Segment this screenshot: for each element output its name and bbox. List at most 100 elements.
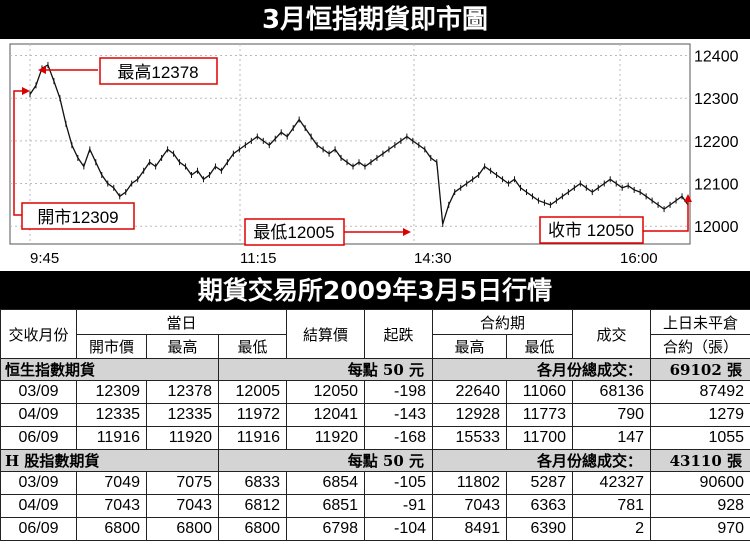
header-contract-group: 合約期 (432, 309, 574, 335)
header-contract-high: 最高 (432, 334, 508, 359)
close-label-box (539, 216, 644, 244)
open-arrow-head (22, 87, 30, 95)
header-volume: 成交 (572, 309, 652, 359)
table-row: 03/09 12309 12378 12005 12050 -198 22640 11060 6… (0, 380, 750, 404)
section-header-row: H 股指數期貨 每點 50 元各月份總成交： 43110 張 (0, 449, 750, 472)
header-day-group: 當日 (75, 309, 288, 335)
x-tick-label: 16:00 (620, 250, 658, 267)
table-cell: 6800 (217, 517, 288, 541)
table-cell: 11916 (76, 426, 147, 450)
section-name: H 股指數期貨 (0, 449, 219, 472)
table-cell: 03/09 (0, 380, 77, 404)
table-cell: 11972 (217, 403, 288, 427)
x-tick-label: 9:45 (30, 250, 59, 267)
open-label: 開市12309 (37, 208, 118, 227)
table-cell: 04/09 (0, 403, 77, 427)
table-cell: 970 (650, 517, 750, 541)
table-cell: 6798 (286, 517, 366, 541)
table-cell: 928 (650, 494, 750, 518)
section-point-value: 每點 50 元 (217, 449, 434, 472)
table-cell: 11060 (506, 380, 574, 404)
table-cell: 790 (572, 403, 652, 427)
table-row: 06/09 6800 6800 6800 6798 -104 8491 6390 2 970 (0, 517, 750, 541)
table-cell: 6812 (217, 494, 288, 518)
header-low: 最低 (217, 334, 288, 359)
header-oi-1: 上日未平倉 (650, 309, 750, 335)
table-cell: 1279 (650, 403, 750, 427)
close-arrow-head (684, 194, 692, 202)
table-cell: 5287 (506, 471, 574, 495)
close-arrow-line (643, 201, 689, 232)
header-month: 交收月份 (0, 309, 77, 359)
table-cell: 6800 (146, 517, 219, 541)
table-cell: 2 (572, 517, 652, 541)
table-cell: 7049 (76, 471, 147, 495)
high-label: 最高12378 (117, 63, 198, 82)
table-cell: 12005 (217, 380, 288, 404)
y-tick-label: 12000 (694, 219, 739, 236)
header-open: 開市價 (76, 334, 147, 359)
x-tick-label: 14:30 (414, 250, 452, 267)
table-cell: 22640 (432, 380, 508, 404)
table-cell: 11700 (506, 426, 574, 450)
table-cell: -143 (364, 403, 434, 427)
section-point-value: 每點 50 元 (217, 358, 434, 381)
table-row: 04/09 12335 12335 11972 12041 -143 12928 11773 7… (0, 403, 750, 427)
table-title: 期貨交易所2009年3月5日行情 (0, 271, 750, 309)
table-cell: 11916 (217, 426, 288, 450)
table-cell: 87492 (650, 380, 750, 404)
table-cell: 1055 (650, 426, 750, 450)
low-label: 最低12005 (253, 223, 334, 242)
table-row: 03/09 7049 7075 6833 6854 -105 11802 5287 42327 9… (0, 471, 750, 495)
header-change: 起跌 (364, 309, 434, 359)
header-row-1: 交收月份 當日 結算價 起跌 合約期 成交 上日未平倉 (0, 309, 750, 359)
table-cell: 04/09 (0, 494, 77, 518)
table-cell: 11920 (146, 426, 219, 450)
chart-title: 3月恒指期貨即市圖 (0, 0, 750, 39)
table-cell: 06/09 (0, 517, 77, 541)
table-cell: -104 (364, 517, 434, 541)
header-high: 最高 (146, 334, 219, 359)
table-cell: 12335 (76, 403, 147, 427)
y-tick-label: 12100 (694, 177, 739, 194)
chart-area: 12000 12100 12200 12300 12400 9:45 11:15 14:30… (0, 39, 750, 271)
close-label: 收市 12050 (548, 221, 634, 240)
table-cell: 42327 (572, 471, 652, 495)
low-arrow-head (403, 228, 411, 236)
table-cell: 06/09 (0, 426, 77, 450)
section-name: 恒生指數期貨 (0, 358, 219, 381)
y-tick-label: 12400 (694, 49, 739, 66)
table-cell: 68136 (572, 380, 652, 404)
section-total-label: 各月份總成交： (432, 358, 652, 381)
open-label-box (21, 202, 135, 230)
section-total-label: 各月份總成交： (432, 449, 652, 472)
section-total-value: 43110 張 (650, 449, 750, 472)
table-cell: 7075 (146, 471, 219, 495)
table-cell: 6851 (286, 494, 366, 518)
y-tick-label: 12200 (694, 134, 739, 151)
table-row: 06/09 11916 11920 11916 11920 -168 15533 11700 1… (0, 426, 750, 450)
header-oi-2: 合約（張） (650, 334, 750, 359)
table-row: 04/09 7043 7043 6812 6851 -91 7043 6363 781 928 (0, 494, 750, 518)
open-arrow-line (13, 90, 24, 216)
table-cell: 12050 (286, 380, 366, 404)
low-label-box (244, 218, 345, 246)
table-cell: -105 (364, 471, 434, 495)
high-arrow-head (38, 66, 46, 74)
table-cell: 12041 (286, 403, 366, 427)
table-cell: 12378 (146, 380, 219, 404)
section-total-value: 69102 張 (650, 358, 750, 381)
high-label-box (99, 57, 218, 85)
intraday-chart: 12000 12100 12200 12300 12400 9:45 11:15 14:30… (9, 43, 739, 267)
table-cell: 147 (572, 426, 652, 450)
table-cell: 12335 (146, 403, 219, 427)
table-cell: 6363 (506, 494, 574, 518)
table-cell: 6854 (286, 471, 366, 495)
header-settle: 結算價 (286, 309, 366, 359)
section-header-row: 恒生指數期貨 每點 50 元各月份總成交： 69102 張 (0, 358, 750, 381)
y-tick-label: 12300 (694, 91, 739, 108)
table-cell: 6800 (76, 517, 147, 541)
table-cell: 12309 (76, 380, 147, 404)
table-cell: -168 (364, 426, 434, 450)
